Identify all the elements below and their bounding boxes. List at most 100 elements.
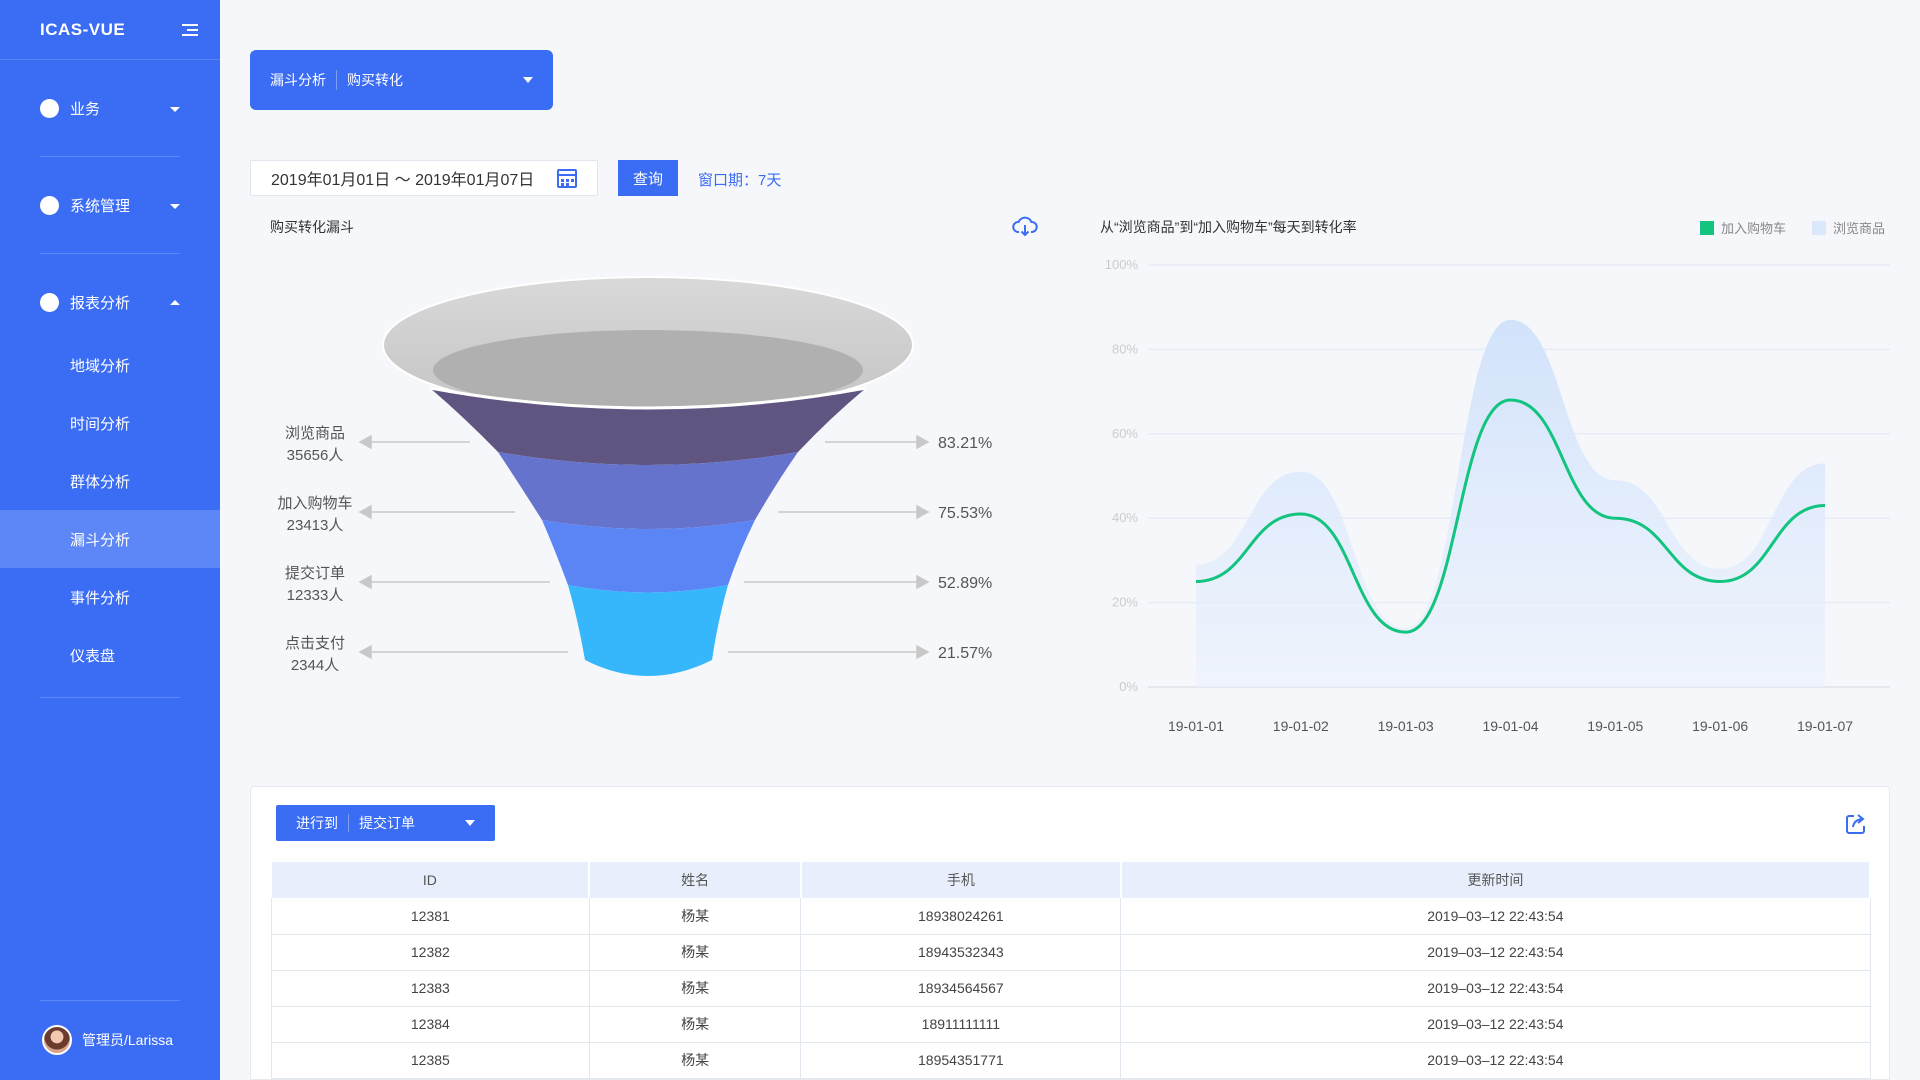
legend-swatch [1812,220,1826,235]
circle-icon [40,196,59,215]
funnel-stage-count: 35656人 [287,447,344,464]
user-table: ID 姓名 手机 更新时间 12381 杨某 18938024261 2019–03–… [271,862,1872,1079]
funnel-segment-add-cart [498,452,798,529]
x-tick-label: 19-01-05 [1587,718,1643,734]
funnel-stage-rate: 21.57% [938,645,992,662]
caret-down-icon [170,203,180,209]
conversion-line-chart: 0%20%40%60%80%100% 19-01-01 19-01-02 19-01… [1105,257,1890,734]
calendar-icon[interactable] [557,169,577,188]
funnel-stage-rate: 52.89% [938,575,992,592]
report-submenu: 地域分析 时间分析 群体分析 漏斗分析 事件分析 仪表盘 [0,336,220,698]
caret-up-icon [170,300,180,305]
funnel-stage-name: 提交订单 [285,564,345,582]
column-header[interactable]: 更新时间 [1120,862,1872,898]
sidebar-item-label: 漏斗分析 [70,531,131,549]
table-row[interactable]: 12381 杨某 18938024261 2019–03–12 22:43:54 [271,898,1871,935]
select-label: 漏斗分析 [250,70,337,90]
sidebar-item-funnel-analysis[interactable]: 漏斗分析 [0,510,220,568]
y-axis-ticks: 0% 20% 40% 60% 80% 100% [1105,257,1139,694]
cell-phone: 18954351771 [800,1042,1122,1079]
select-label: 进行到 [276,814,349,832]
series-line-add-cart [1195,398,1826,634]
query-button[interactable]: 查询 [618,160,678,196]
caret-down-icon [465,820,475,826]
funnel-stage-rate: 75.53% [938,505,992,522]
table-row[interactable]: 12384 杨某 18911111111 2019–03–12 22:43:54 [271,1006,1871,1043]
funnel-segment-pay [568,585,728,676]
sidebar-item-label: 地域分析 [70,357,131,375]
table-row[interactable]: 12385 杨某 18954351771 2019–03–12 22:43:54 [271,1042,1871,1079]
legend-item-add-cart[interactable]: 加入购物车 [1700,218,1786,237]
window-period-label: 窗口期：7天 [698,172,782,189]
x-tick-label: 19-01-03 [1378,718,1434,734]
funnel-rim-edge [429,386,867,410]
sidebar-item-group-analysis[interactable]: 群体分析 [0,452,220,510]
x-axis-ticks: 19-01-01 19-01-02 19-01-03 19-01-04 19-01-05… [1168,718,1853,734]
nav-group-label: 系统管理 [70,198,131,215]
sidebar: ICAS-VUE 业务 系统管理 报表分析 .nav-group:nth-of-… [0,0,220,1080]
sidebar-item-label: 事件分析 [70,589,131,607]
legend-label: 加入购物车 [1721,221,1787,236]
column-header[interactable]: ID [271,862,591,898]
table-row[interactable]: 12383 杨某 18934564567 2019–03–12 22:43:54 [271,970,1871,1007]
funnel-title: 购买转化漏斗 [270,219,354,235]
sidebar-item-event-analysis[interactable]: 事件分析 [0,568,220,626]
brand-header: ICAS-VUE [0,0,220,60]
cell-name: 杨某 [588,970,802,1007]
funnel-left-arrows [358,434,568,660]
funnel-stage-name: 加入购物车 [277,495,352,512]
x-tick-label: 19-01-06 [1692,718,1748,734]
export-icon[interactable] [1845,813,1867,835]
y-tick-label: 0% [1119,679,1138,694]
cell-phone: 18943532343 [800,934,1122,971]
user-profile[interactable]: 管理员/Larissa [0,1000,220,1080]
legend-swatch [1700,220,1714,235]
user-name: 管理员/Larissa [82,1032,174,1048]
column-header[interactable]: 姓名 [589,862,802,898]
cell-updated: 2019–03–12 22:43:54 [1120,1042,1871,1079]
cell-name: 杨某 [588,934,802,971]
x-tick-label: 19-01-01 [1168,718,1224,734]
table-header-row: ID 姓名 手机 更新时间 [271,862,1872,898]
cell-id: 12383 [271,970,590,1007]
legend-item-browse[interactable]: 浏览商品 [1812,218,1885,237]
stage-select[interactable]: 进行到 提交订单 [276,805,495,841]
circle-icon [40,292,59,312]
cell-id: 12384 [271,1006,590,1043]
cell-id: 12385 [271,1042,590,1079]
divider [40,697,180,698]
nav-group-system-management[interactable]: 系统管理 [0,157,220,254]
select-value: 购买转化 [347,72,403,88]
sidebar-item-label: 仪表盘 [70,647,116,665]
sidebar-item-label: 时间分析 [70,415,131,433]
menu-toggle-icon[interactable] [182,23,198,36]
date-range-picker[interactable]: 2019年01月01日 ～ 2019年01月07日 [250,160,598,196]
funnel-stage-count: 23413人 [287,517,344,534]
line-chart-title: 从“浏览商品”到“加入购物车”每天到转化率 [1100,219,1357,235]
sidebar-item-region-analysis[interactable]: 地域分析 [0,336,220,394]
avatar [42,1025,72,1055]
column-header[interactable]: 手机 [800,862,1122,898]
cloud-download-icon[interactable] [1012,214,1038,238]
cell-updated: 2019–03–12 22:43:54 [1120,898,1871,935]
nav-group-report-analysis[interactable]: 报表分析 [0,254,220,350]
table-row[interactable]: 12382 杨某 18943532343 2019–03–12 22:43:54 [271,934,1871,971]
cell-name: 杨某 [588,898,802,935]
sidebar-item-dashboard[interactable]: 仪表盘 [0,626,220,684]
cell-phone: 18938024261 [800,898,1122,935]
funnel-segment-browse [430,388,866,465]
cell-id: 12381 [271,898,590,935]
cell-name: 杨某 [588,1042,802,1079]
y-tick-label: 100% [1105,257,1139,272]
date-range-value: 2019年01月01日 ～ 2019年01月07日 [271,172,535,189]
caret-down-icon [170,106,180,112]
funnel-segment-submit-order [542,520,755,593]
cell-phone: 18934564567 [800,970,1122,1007]
sidebar-item-time-analysis[interactable]: 时间分析 [0,394,220,452]
nav-group-business[interactable]: 业务 [0,60,220,157]
funnel-stage-name: 点击支付 [285,635,345,652]
funnel-stage-name: 浏览商品 [285,425,345,442]
funnel-right-arrows [728,434,930,660]
funnel-stage-count: 12333人 [287,587,344,604]
analysis-type-select[interactable]: 漏斗分析 购买转化 [250,50,553,110]
